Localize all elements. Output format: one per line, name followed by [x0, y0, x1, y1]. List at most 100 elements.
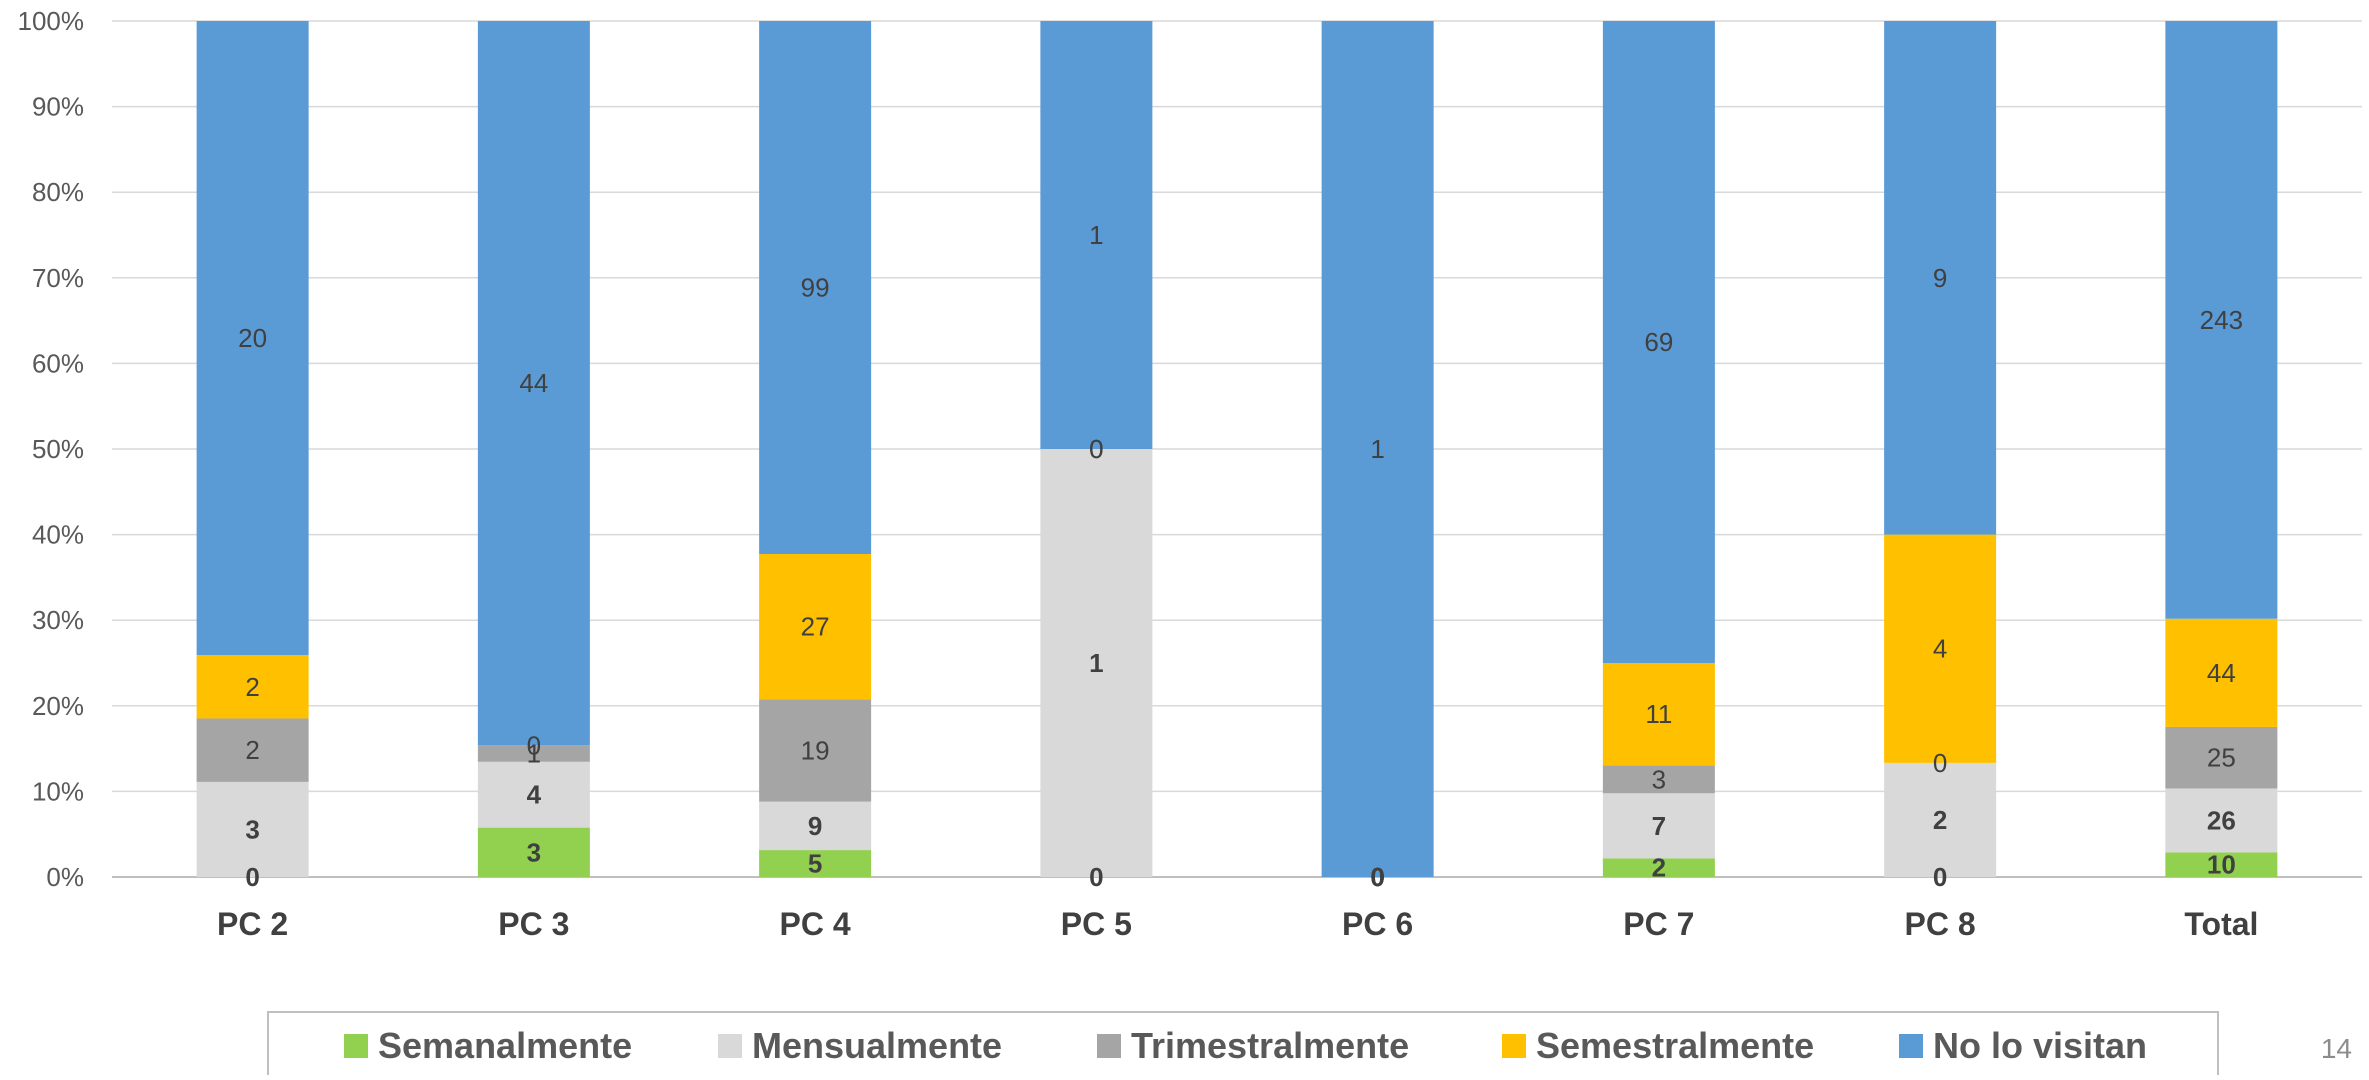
data-label: 10 — [2207, 850, 2236, 880]
data-label: 9 — [1933, 263, 1947, 293]
data-label: 2 — [1933, 805, 1947, 835]
page-number: 14 — [2321, 1033, 2352, 1064]
data-label: 1 — [1089, 220, 1103, 250]
data-labels: 0322203410445919279901001000012731169020… — [238, 220, 2243, 892]
data-label: 25 — [2207, 743, 2236, 773]
x-tick-label: PC 5 — [1061, 906, 1132, 942]
data-label: 243 — [2200, 305, 2243, 335]
bar-segment — [759, 553, 872, 700]
data-label: 4 — [1933, 634, 1947, 664]
x-tick-label: PC 8 — [1905, 906, 1976, 942]
x-tick-label: Total — [2184, 906, 2258, 942]
bar-segment — [759, 801, 872, 851]
data-label: 5 — [808, 849, 822, 879]
legend: Semanalmente Mensualmente Trimestralmente S… — [267, 1011, 2219, 1080]
x-tick-label: PC 7 — [1623, 906, 1694, 942]
data-label: 1 — [1089, 648, 1103, 678]
x-tick-label: PC 6 — [1342, 906, 1413, 942]
legend-swatch — [718, 1034, 742, 1058]
data-label: 44 — [519, 368, 548, 398]
bar-segment — [1884, 534, 1997, 763]
y-tick-label: 70% — [32, 263, 84, 293]
data-label: 19 — [801, 735, 830, 765]
data-label: 27 — [801, 612, 830, 642]
data-label: 2 — [1652, 853, 1666, 883]
legend-label: Semanalmente — [378, 1025, 632, 1066]
y-tick-label: 50% — [32, 434, 84, 464]
bar-segment — [196, 718, 309, 782]
y-tick-label: 10% — [32, 776, 84, 806]
y-tick-label: 30% — [32, 605, 84, 635]
bar-segment — [1040, 21, 1153, 449]
x-tick-label: PC 2 — [217, 906, 288, 942]
bar-segment — [1602, 858, 1715, 877]
bar-segment — [2165, 21, 2278, 619]
data-label: 0 — [245, 862, 259, 892]
y-tick-label: 90% — [32, 92, 84, 122]
bar-segment — [196, 781, 309, 877]
y-tick-label: 80% — [32, 177, 84, 207]
bar-segment — [477, 827, 590, 877]
data-label: 69 — [1644, 327, 1673, 357]
bar-segment — [1602, 21, 1715, 663]
bar-segment — [1884, 762, 1997, 877]
y-tick-label: 100% — [18, 6, 85, 36]
bars — [196, 21, 2278, 877]
bar-segment — [1040, 449, 1153, 877]
bar-segment — [759, 699, 872, 802]
x-tick-label: PC 4 — [780, 906, 851, 942]
data-label: 1 — [527, 739, 541, 769]
y-tick-label: 60% — [32, 348, 84, 378]
data-label: 0 — [1370, 862, 1384, 892]
data-label: 99 — [801, 272, 830, 302]
legend-swatch — [1097, 1034, 1121, 1058]
data-label: 3 — [245, 814, 259, 844]
bar-segment — [1602, 765, 1715, 794]
data-label: 26 — [2207, 805, 2236, 835]
bar-segment — [196, 655, 309, 719]
data-label: 9 — [808, 811, 822, 841]
data-label: 0 — [1089, 434, 1103, 464]
legend-box — [267, 1011, 2219, 1080]
bar-segment — [1602, 663, 1715, 766]
data-label: 11 — [1645, 699, 1672, 729]
data-label: 0 — [1089, 862, 1103, 892]
legend-swatch — [344, 1034, 368, 1058]
data-label: 0 — [1370, 862, 1384, 892]
legend-label: Mensualmente — [752, 1025, 1002, 1066]
legend-label: Trimestralmente — [1131, 1025, 1409, 1066]
legend-label: No lo visitan — [1933, 1025, 2147, 1066]
bar-segment — [477, 761, 590, 828]
data-label: 4 — [527, 780, 542, 810]
x-axis-ticks: PC 2 PC 3 PC 4 PC 5 PC 6 PC 7 PC 8 Total — [217, 906, 2258, 942]
y-axis-ticks: 0% 10% 20% 30% 40% 50% 60% 70% 80% 90% 100% — [18, 6, 85, 892]
bar-segment — [2165, 788, 2278, 853]
data-label: 0 — [527, 730, 541, 760]
bar-segment — [2165, 618, 2278, 727]
bar-segment — [759, 850, 872, 877]
data-label: 0 — [1089, 434, 1103, 464]
bar-segment — [1884, 21, 1997, 535]
data-label: 0 — [1370, 862, 1384, 892]
bar-segment — [2165, 726, 2278, 789]
legend-swatch — [1502, 1034, 1526, 1058]
y-tick-label: 0% — [46, 862, 84, 892]
bar-segment — [1321, 21, 1434, 877]
data-label: 0 — [1933, 862, 1947, 892]
bar-segment — [477, 21, 590, 746]
data-label: 3 — [1652, 764, 1666, 794]
data-label: 1 — [1370, 434, 1384, 464]
bar-segment — [759, 21, 872, 554]
data-label: 2 — [245, 672, 259, 702]
data-label: 3 — [527, 837, 541, 867]
data-label: 2 — [245, 735, 259, 765]
gridlines — [112, 20, 2362, 878]
bar-segment — [196, 21, 309, 656]
y-tick-label: 20% — [32, 691, 84, 721]
bar-segment — [1602, 793, 1715, 859]
data-label: 0 — [1370, 862, 1384, 892]
legend-swatch — [1899, 1034, 1923, 1058]
data-label: 44 — [2207, 658, 2236, 688]
